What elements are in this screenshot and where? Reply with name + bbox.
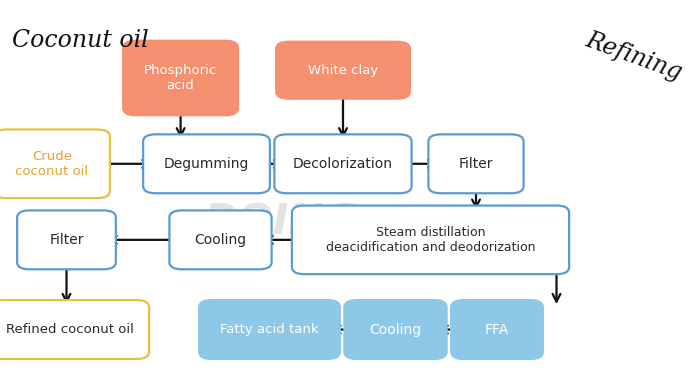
Text: Fatty acid tank: Fatty acid tank [220,323,318,336]
Text: Refined coconut oil: Refined coconut oil [6,323,134,336]
FancyBboxPatch shape [143,134,270,193]
Text: Decolorization: Decolorization [293,157,393,171]
Text: Cooling: Cooling [370,323,421,337]
Text: Crude
coconut oil: Crude coconut oil [15,150,88,178]
Text: Phosphoric
acid: Phosphoric acid [144,64,217,92]
FancyBboxPatch shape [451,300,543,359]
Text: FFA: FFA [485,323,509,337]
FancyBboxPatch shape [0,129,110,198]
FancyBboxPatch shape [292,206,569,274]
Text: White clay: White clay [308,64,378,77]
FancyBboxPatch shape [276,42,410,99]
FancyBboxPatch shape [199,300,340,359]
FancyBboxPatch shape [0,300,149,359]
FancyBboxPatch shape [428,134,524,193]
Text: DOING: DOING [203,201,357,243]
Text: Cooling: Cooling [195,233,246,247]
FancyBboxPatch shape [18,211,116,269]
Text: Coconut oil: Coconut oil [12,30,149,52]
Text: Refining: Refining [582,28,685,85]
FancyBboxPatch shape [169,211,272,269]
Text: Steam distillation
deacidification and deodorization: Steam distillation deacidification and d… [326,226,536,254]
Text: Filter: Filter [458,157,493,171]
Text: Degumming: Degumming [164,157,249,171]
FancyBboxPatch shape [274,134,412,193]
FancyBboxPatch shape [344,300,447,359]
Text: Filter: Filter [49,233,84,247]
FancyBboxPatch shape [123,41,238,115]
